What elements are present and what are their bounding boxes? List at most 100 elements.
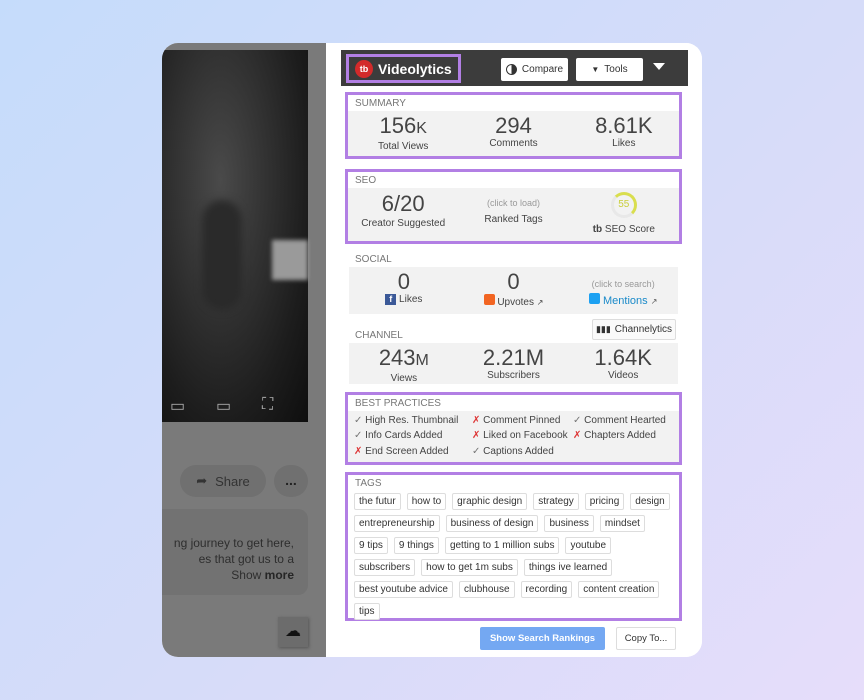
tools-label: Tools xyxy=(604,64,628,75)
channel-label: CHANNEL xyxy=(355,330,403,341)
views-label: Total Views xyxy=(377,141,429,152)
channel-section: 243M Views 2.21M Subscribers 1.64K Videos xyxy=(349,343,678,384)
tags-label: TAGS xyxy=(355,478,382,489)
tag-chip[interactable]: 9 things xyxy=(393,537,439,554)
best-practice-text: Chapters Added xyxy=(584,430,656,442)
tag-chip[interactable]: pricing xyxy=(584,493,625,510)
cross-icon: ✗ xyxy=(472,415,484,426)
best-practice-item: ✗ Comment Pinned xyxy=(472,415,573,427)
cloud-icon[interactable]: ☁ xyxy=(278,617,308,647)
fullscreen-icon[interactable]: ⛶ xyxy=(262,396,274,413)
tag-chip[interactable]: content creation xyxy=(578,581,660,598)
miniplayer-icon[interactable]: ▭ xyxy=(170,398,186,415)
channelytics-label: Channelytics xyxy=(614,324,673,335)
tag-chip[interactable]: subscribers xyxy=(354,559,416,576)
subscribers-value: 2.21M xyxy=(482,345,545,370)
video-description[interactable]: ng journey to get here, es that got us t… xyxy=(162,509,308,595)
total-views-stat: 156K Total Views xyxy=(348,114,458,156)
theater-mode-icon[interactable]: ▭ xyxy=(216,398,232,415)
video-player[interactable]: ▭ ▭ ⛶ xyxy=(162,50,308,422)
tag-chip[interactable]: strategy xyxy=(533,493,579,510)
tag-chip[interactable]: entrepreneurship xyxy=(354,515,440,532)
copy-to-button[interactable]: Copy To... xyxy=(616,627,676,650)
upvotes-link[interactable]: Upvotes ↗ xyxy=(459,294,569,308)
check-icon: ✓ xyxy=(354,415,366,426)
best-practice-item: ✗ Chapters Added xyxy=(573,430,683,442)
tag-chip[interactable]: youtube xyxy=(565,537,612,554)
best-practice-item: ✓ Captions Added xyxy=(472,446,573,458)
likes-label: Likes xyxy=(612,138,636,149)
best-practice-item: ✓ Info Cards Added xyxy=(354,430,472,442)
seo-score-gauge: 55 xyxy=(610,192,637,218)
tags-section: TAGS the futur how to graphic design strate… xyxy=(345,472,682,621)
channelytics-button[interactable]: ▮▮▮ Channelytics xyxy=(592,319,676,340)
tag-chip[interactable]: recording xyxy=(520,581,573,598)
best-practice-text: Comment Pinned xyxy=(483,415,561,426)
social-label: SOCIAL xyxy=(355,254,392,265)
video-frame-light xyxy=(272,240,308,280)
tag-chip[interactable]: things ive learned xyxy=(523,559,613,576)
ranked-tags-stat[interactable]: (click to load) Ranked Tags xyxy=(458,192,568,241)
description-text: ng journey to get here, es that got us t… xyxy=(173,536,294,566)
channel-views-label: Views xyxy=(390,373,418,384)
seo-section: SEO 6/20 Creator Suggested (click to load… xyxy=(345,169,682,244)
more-actions-button[interactable]: ... xyxy=(274,465,308,497)
videolytics-panel: tb Videolytics Compare ▼ Tools SUMMARY 156… xyxy=(326,43,702,657)
video-frame-shape xyxy=(202,200,242,310)
comments-value: 294 xyxy=(495,113,532,138)
collapse-caret-icon[interactable] xyxy=(653,63,665,70)
click-to-search-link[interactable]: (click to search) xyxy=(591,279,655,289)
tag-chip[interactable]: getting to 1 million subs xyxy=(444,537,560,554)
show-more-link[interactable]: more xyxy=(264,568,294,582)
check-icon: ✓ xyxy=(472,445,484,457)
reddit-icon xyxy=(483,294,495,305)
compare-button[interactable]: Compare xyxy=(501,58,568,81)
best-practice-text: Liked on Facebook xyxy=(483,430,568,442)
click-to-load-link[interactable]: (click to load) xyxy=(486,198,540,208)
tag-chip[interactable]: best youtube advice xyxy=(354,581,453,598)
external-link-icon: ↗ xyxy=(650,297,658,306)
tag-chip[interactable]: how to xyxy=(406,493,447,510)
videos-value: 1.64K xyxy=(594,345,652,370)
tag-chip[interactable]: business of design xyxy=(445,515,539,532)
show-search-rankings-button[interactable]: Show Search Rankings xyxy=(480,627,605,650)
brand-title: Videolytics xyxy=(378,60,452,77)
tubebuddy-logo-icon: tb xyxy=(355,59,373,78)
best-practices-section: BEST PRACTICES ✓ High Res. Thumbnail ✗ Co… xyxy=(345,392,682,465)
bar-chart-icon: ▮▮▮ xyxy=(595,324,611,334)
external-link-icon: ↗ xyxy=(536,298,544,307)
tag-chip[interactable]: tips xyxy=(354,603,380,620)
tag-chip[interactable]: business xyxy=(544,515,594,532)
best-practice-text: Captions Added xyxy=(483,445,554,457)
best-practice-item: ✓ Comment Hearted xyxy=(573,415,683,427)
likes-value: 8.61K xyxy=(595,113,653,138)
best-practice-text: High Res. Thumbnail xyxy=(365,415,459,426)
brand-logo: tb Videolytics xyxy=(346,54,461,83)
tag-chip[interactable]: 9 tips xyxy=(354,537,388,554)
tag-chip[interactable]: how to get 1m subs xyxy=(421,559,518,576)
videos-label: Videos xyxy=(607,370,639,381)
channel-views-unit: M xyxy=(415,352,429,369)
mentions-link[interactable]: Mentions ↗ xyxy=(568,293,678,307)
subscribers-label: Subscribers xyxy=(487,370,540,381)
app-window: ▭ ▭ ⛶ ➦ Share ... ng journey to get here,… xyxy=(162,43,702,657)
tag-chip[interactable]: the futur xyxy=(354,493,401,510)
check-icon: ✓ xyxy=(354,430,366,442)
tag-chip[interactable]: mindset xyxy=(599,515,645,532)
tag-chip[interactable]: design xyxy=(630,493,670,510)
best-practice-item: ✓ High Res. Thumbnail xyxy=(354,415,472,427)
tag-chip[interactable]: clubhouse xyxy=(458,581,515,598)
best-practice-text: End Screen Added xyxy=(365,445,449,457)
panel-header: tb Videolytics Compare ▼ Tools xyxy=(341,50,688,86)
best-practice-item: ✗ End Screen Added xyxy=(354,446,472,458)
seo-score-label: SEO Score xyxy=(604,224,655,235)
creator-value: 6/20 xyxy=(381,191,425,216)
best-practices-label: BEST PRACTICES xyxy=(355,398,441,409)
share-button[interactable]: ➦ Share xyxy=(180,465,266,497)
cross-icon: ✗ xyxy=(354,445,366,457)
tag-chip[interactable]: graphic design xyxy=(452,493,528,510)
tools-button[interactable]: ▼ Tools xyxy=(576,58,643,81)
compare-label: Compare xyxy=(521,64,564,75)
share-label: Share xyxy=(215,473,250,489)
check-icon: ✓ xyxy=(573,415,585,426)
